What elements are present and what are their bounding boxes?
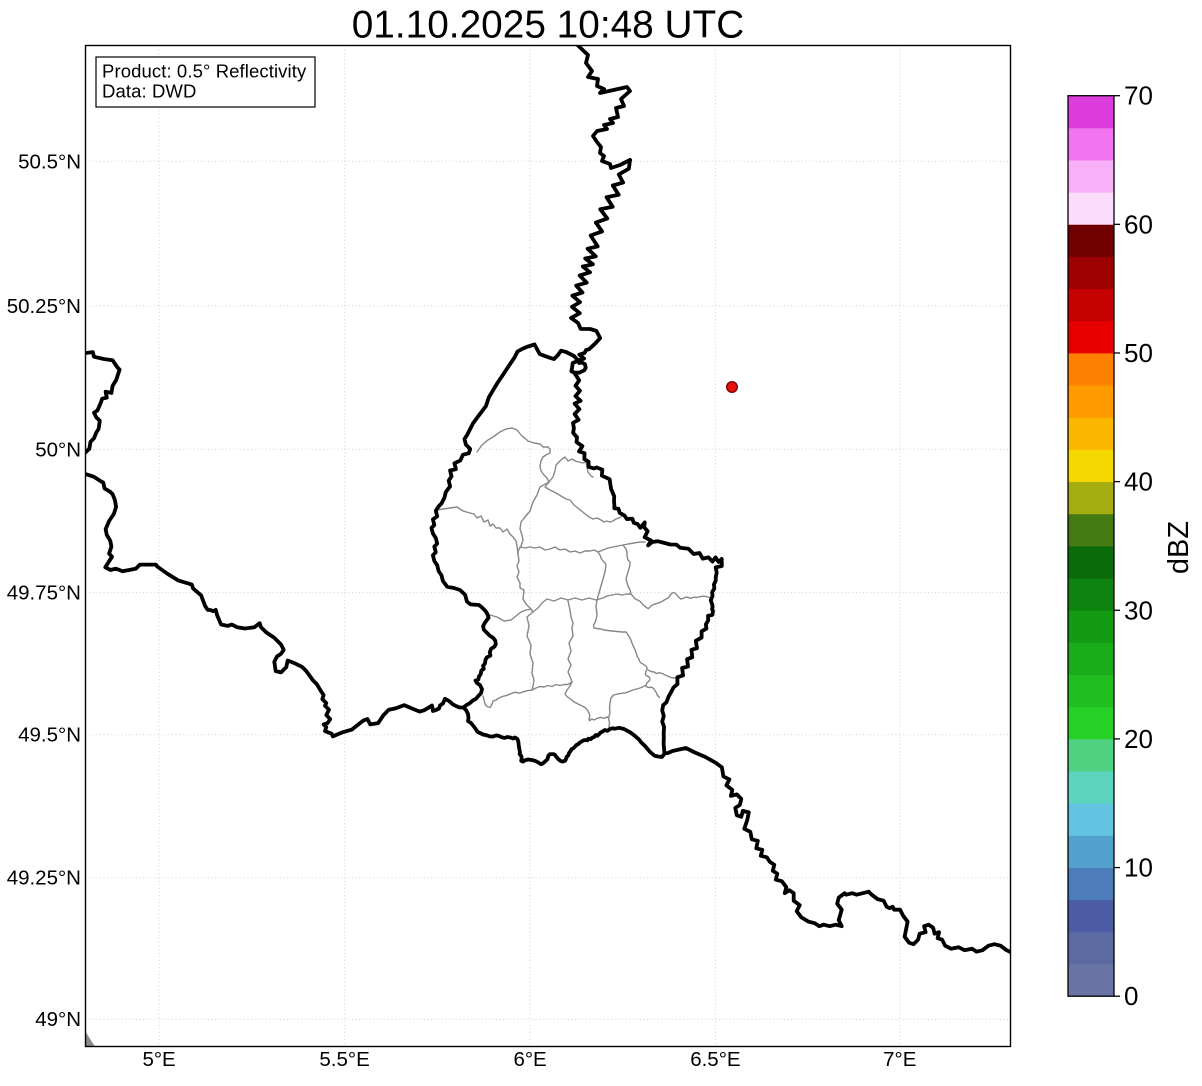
svg-text:50.5°N: 50.5°N [18,150,81,173]
svg-text:0: 0 [1124,981,1138,1011]
svg-text:5°E: 5°E [142,1048,175,1071]
svg-text:40: 40 [1124,467,1153,497]
svg-text:6.5°E: 6.5°E [690,1048,740,1071]
svg-text:50.25°N: 50.25°N [7,295,81,318]
svg-text:49.75°N: 49.75°N [7,582,81,605]
svg-text:7°E: 7°E [883,1048,916,1071]
svg-text:49.25°N: 49.25°N [7,867,81,890]
svg-text:5.5°E: 5.5°E [319,1048,369,1071]
svg-text:30: 30 [1124,595,1153,625]
svg-text:6°E: 6°E [513,1048,546,1071]
svg-text:70: 70 [1124,81,1153,111]
svg-text:Data: DWD: Data: DWD [102,81,196,102]
svg-text:49°N: 49°N [35,1008,81,1031]
svg-text:Product: 0.5° Reflectivity: Product: 0.5° Reflectivity [102,61,307,82]
svg-text:50°N: 50°N [35,438,81,461]
svg-text:10: 10 [1124,853,1153,883]
svg-text:50: 50 [1124,338,1153,368]
svg-text:20: 20 [1124,724,1153,754]
svg-text:49.5°N: 49.5°N [18,724,81,747]
svg-text:01.10.2025 10:48 UTC: 01.10.2025 10:48 UTC [352,4,745,47]
svg-text:60: 60 [1124,209,1153,239]
svg-text:dBZ: dBZ [1163,521,1195,574]
